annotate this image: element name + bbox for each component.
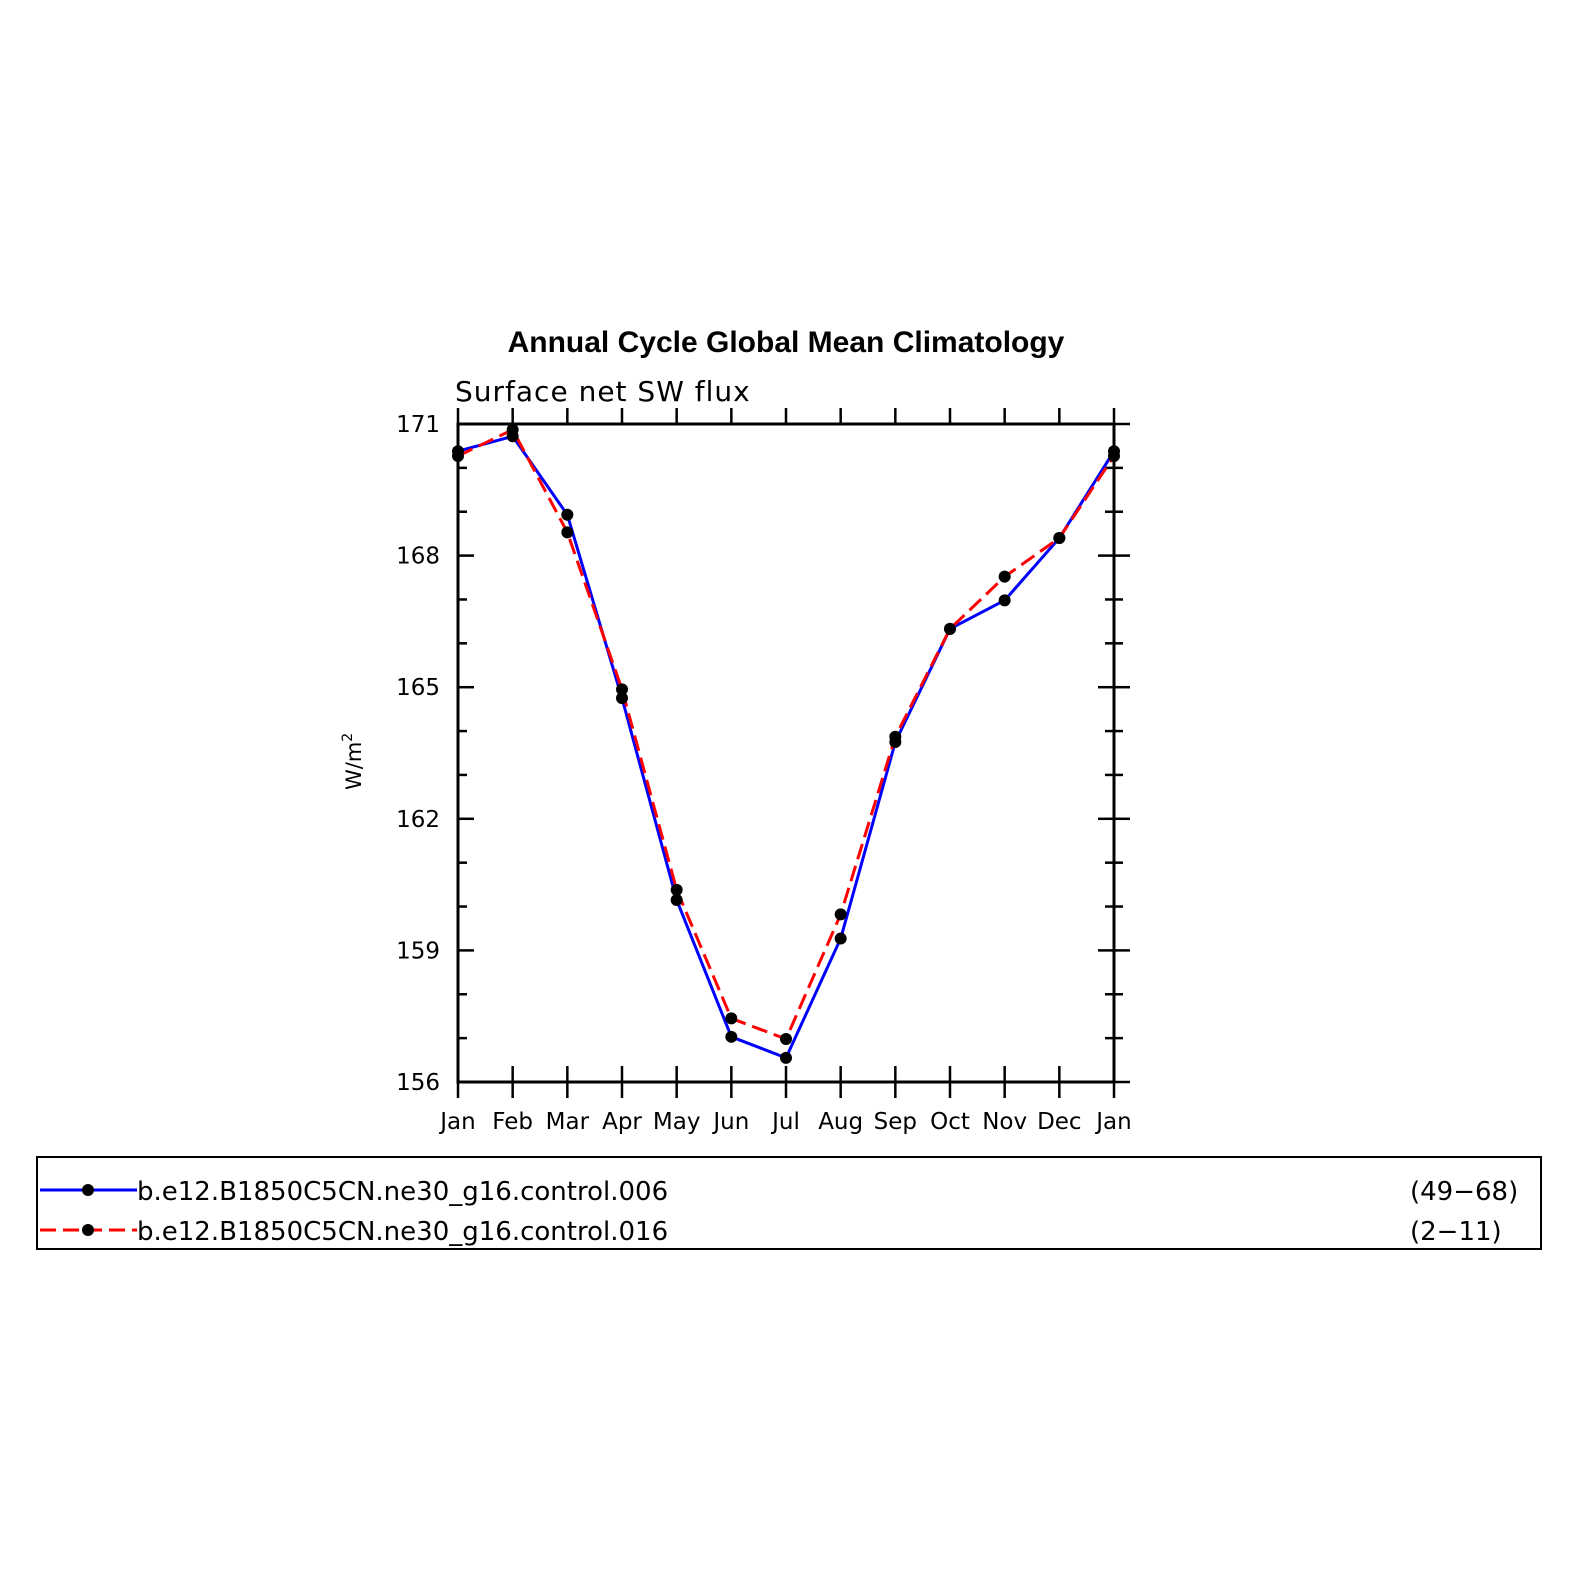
y-tick-label: 165	[396, 675, 440, 701]
x-tick-label: Jan	[438, 1109, 475, 1135]
chart-subtitle: Surface net SW flux	[455, 375, 751, 408]
x-tick-label: Jan	[1094, 1109, 1131, 1135]
data-point-series-1	[616, 692, 628, 705]
y-axis-label-exponent: 2	[340, 733, 356, 742]
legend-label-2: b.e12.B1850C5CN.ne30_g16.control.016	[137, 1217, 668, 1247]
data-point-series-1	[561, 508, 574, 521]
data-point-series-2	[780, 1033, 792, 1046]
data-point-series-2	[1053, 532, 1066, 545]
y-tick-label: 156	[396, 1070, 440, 1096]
x-tick-label: Aug	[818, 1109, 863, 1135]
data-point-series-1	[670, 893, 683, 906]
series-line-2	[457, 428, 1116, 1041]
data-point-series-2	[506, 423, 519, 436]
legend-marker-1	[82, 1184, 94, 1196]
x-tick-label: Feb	[492, 1109, 533, 1135]
data-point-series-2	[670, 883, 683, 896]
x-tick-label: Jul	[770, 1109, 800, 1135]
x-axis: Jan Feb Mar Apr May Jun Jul Aug Sep Oct Nov Dec Jan	[438, 408, 1132, 1135]
plot-frame	[456, 422, 1116, 1084]
data-point-series-1	[780, 1051, 792, 1064]
x-tick-label: Nov	[982, 1109, 1027, 1135]
data-point-series-2	[452, 450, 464, 463]
legend-years-2: (2−11)	[1410, 1217, 1502, 1247]
data-point-series-2	[889, 730, 902, 743]
data-point-series-2	[725, 1012, 738, 1025]
y-axis-label-unit: W/m	[342, 742, 366, 790]
marker-layer	[452, 423, 1120, 1064]
x-tick-label: Jun	[711, 1109, 749, 1135]
legend-box	[36, 1156, 1542, 1250]
data-point-series-1	[998, 594, 1011, 607]
data-point-series-2	[998, 570, 1011, 583]
data-point-series-1	[834, 932, 847, 945]
data-point-series-2	[616, 683, 628, 696]
y-tick-label: 162	[396, 807, 440, 833]
y-tick-label: 168	[396, 544, 440, 570]
series-layer	[457, 428, 1116, 1060]
data-point-series-2	[944, 622, 956, 635]
x-tick-label: May	[653, 1109, 701, 1135]
x-tick-label: Dec	[1037, 1109, 1082, 1135]
data-point-series-2	[561, 526, 574, 539]
x-tick-label: Oct	[930, 1109, 970, 1135]
legend-years-1: (49−68)	[1410, 1177, 1518, 1207]
series-line-1	[457, 434, 1116, 1060]
x-tick-label: Sep	[874, 1109, 917, 1135]
y-tick-label: 171	[396, 412, 440, 438]
x-tick-label: Mar	[546, 1109, 590, 1135]
data-point-series-2	[834, 908, 847, 921]
legend-marker-2	[82, 1224, 94, 1236]
data-point-series-2	[1108, 450, 1120, 463]
chart-title: Annual Cycle Global Mean Climatology	[508, 326, 1065, 359]
y-axis: 156 159 162 165 168 171	[396, 412, 1130, 1096]
legend-label-1: b.e12.B1850C5CN.ne30_g16.control.006	[137, 1177, 668, 1207]
data-point-series-1	[725, 1030, 738, 1043]
x-tick-label: Apr	[602, 1109, 642, 1135]
legend: b.e12.B1850C5CN.ne30_g16.control.006 (49−…	[40, 1177, 1518, 1247]
y-tick-label: 159	[396, 938, 440, 964]
y-axis-label: W/m2	[340, 733, 366, 790]
